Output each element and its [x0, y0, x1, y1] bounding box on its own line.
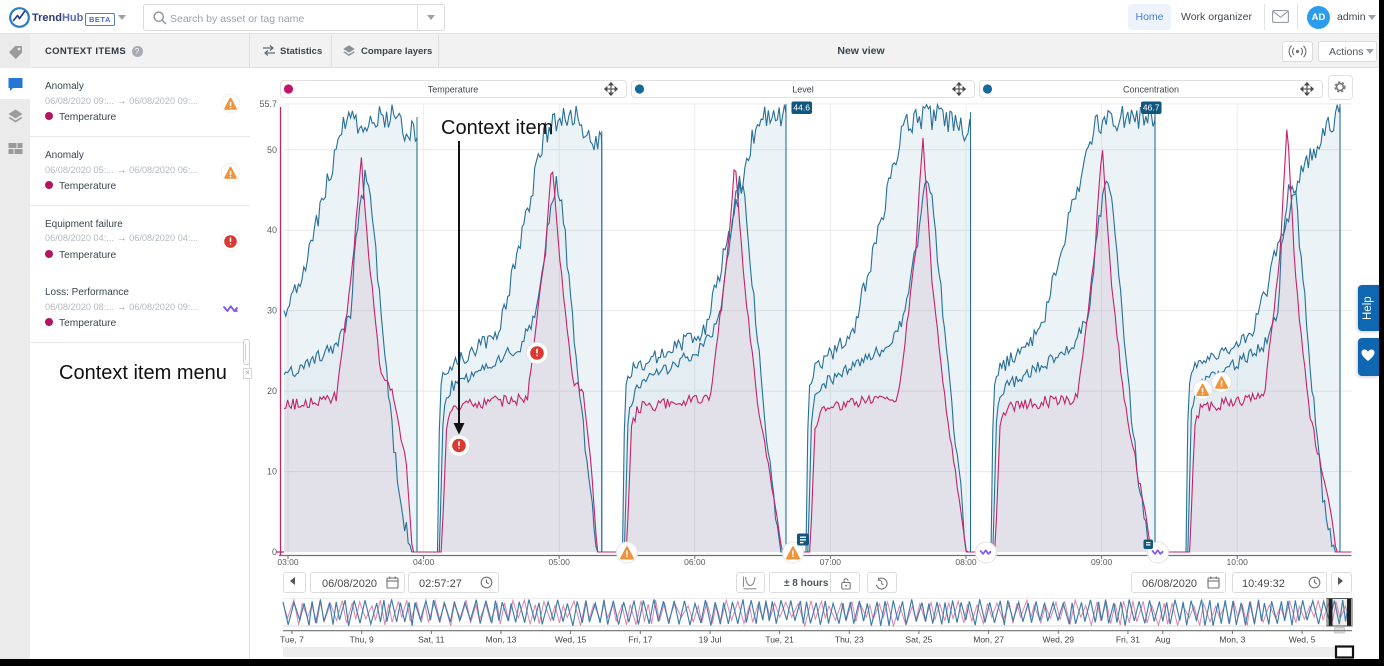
svg-text:Concentration: Concentration	[1123, 85, 1179, 95]
svg-text:Wed, 5: Wed, 5	[1289, 635, 1316, 645]
svg-text:08:00: 08:00	[955, 557, 977, 567]
svg-text:10:00: 10:00	[1227, 557, 1249, 567]
svg-text:05:00: 05:00	[549, 557, 571, 567]
svg-text:Mon, 27: Mon, 27	[973, 635, 1004, 645]
svg-text:07:00: 07:00	[820, 557, 842, 567]
svg-text:Temperature: Temperature	[428, 85, 479, 95]
svg-text:Wed, 15: Wed, 15	[555, 635, 587, 645]
svg-text:44.6: 44.6	[793, 103, 810, 113]
svg-text:30: 30	[267, 306, 277, 316]
svg-text:40: 40	[267, 225, 277, 235]
svg-text:Context item: Context item	[441, 117, 553, 139]
svg-text:Wed, 29: Wed, 29	[1043, 635, 1075, 645]
svg-text:Tue, 21: Tue, 21	[765, 635, 794, 645]
svg-text:Thu, 9: Thu, 9	[350, 635, 374, 645]
svg-text:50: 50	[267, 145, 277, 155]
svg-text:Mon, 13: Mon, 13	[486, 635, 517, 645]
svg-text:Fri, 17: Fri, 17	[628, 635, 652, 645]
svg-text:09:00: 09:00	[1091, 557, 1113, 567]
svg-text:Mon, 3: Mon, 3	[1219, 635, 1245, 645]
svg-text:06:00: 06:00	[684, 557, 706, 567]
svg-text:19 Jul: 19 Jul	[699, 635, 722, 645]
svg-text:Fri, 31: Fri, 31	[1116, 635, 1140, 645]
svg-text:55.7: 55.7	[259, 99, 277, 109]
svg-text:Sat, 25: Sat, 25	[905, 635, 932, 645]
svg-text:Level: Level	[792, 85, 814, 95]
svg-text:Tue, 7: Tue, 7	[280, 635, 304, 645]
svg-text:Sat, 11: Sat, 11	[418, 635, 445, 645]
svg-text:46.7: 46.7	[1143, 103, 1160, 113]
svg-text:10: 10	[267, 467, 277, 477]
svg-text:Thu, 23: Thu, 23	[835, 635, 864, 645]
svg-text:03:00: 03:00	[277, 557, 299, 567]
svg-text:0: 0	[272, 547, 277, 557]
svg-text:04:00: 04:00	[413, 557, 435, 567]
svg-text:Aug: Aug	[1155, 635, 1170, 645]
svg-text:20: 20	[267, 386, 277, 396]
